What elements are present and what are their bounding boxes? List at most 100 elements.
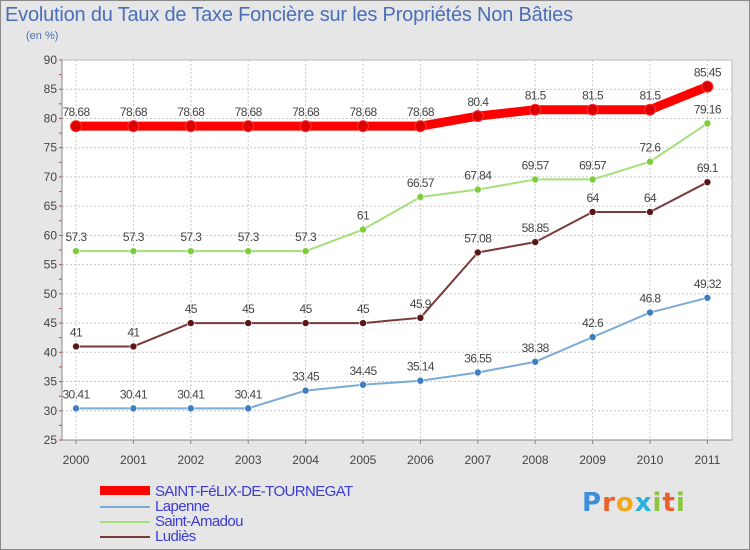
data-point	[72, 247, 80, 255]
data-label: 79.16	[694, 102, 722, 116]
y-tick-label: 70	[44, 170, 58, 184]
data-label: 45	[242, 302, 255, 316]
data-label: 57.08	[464, 231, 492, 245]
data-label: 57.3	[123, 230, 145, 244]
data-label: 41	[70, 325, 83, 339]
data-label: 81.5	[525, 89, 547, 103]
data-point	[242, 120, 255, 133]
data-label: 78.68	[235, 105, 263, 119]
x-tick-label: 2001	[120, 453, 147, 467]
x-tick-label: 2002	[177, 453, 204, 467]
x-tick-label: 2011	[694, 453, 720, 467]
data-label: 34.45	[349, 364, 377, 378]
data-label: 58.85	[522, 221, 550, 235]
x-tick-label: 2004	[292, 453, 319, 467]
data-label: 69.1	[697, 161, 719, 175]
x-tick-label: 2006	[407, 453, 434, 467]
data-point	[644, 103, 656, 116]
data-point	[184, 120, 197, 133]
legend-swatch-lapenne	[100, 506, 150, 508]
data-label: 30.41	[120, 387, 148, 401]
data-point	[359, 380, 367, 389]
legend-label-lapenne: Lapenne	[155, 498, 210, 515]
y-tick-label: 80	[44, 111, 58, 125]
data-point	[357, 120, 369, 133]
data-point	[416, 314, 425, 322]
data-label: 45.9	[410, 297, 432, 311]
data-point	[473, 368, 482, 377]
x-tick-label: 2005	[350, 453, 377, 467]
data-label: 41	[127, 325, 140, 339]
data-label: 30.41	[62, 387, 90, 401]
data-point	[187, 404, 195, 413]
logo-letter: x	[634, 488, 653, 518]
data-label: 80.4	[467, 95, 489, 109]
data-label: 69.57	[579, 158, 607, 172]
data-label: 78.68	[407, 105, 435, 119]
x-tick-label: 2000	[63, 453, 90, 467]
logo-letter: i	[652, 488, 663, 518]
data-point	[588, 333, 597, 341]
data-point	[244, 404, 252, 413]
series-line-0	[71, 82, 712, 131]
data-label: 57.3	[238, 230, 260, 244]
data-point	[703, 294, 712, 302]
data-point	[588, 175, 597, 184]
data-label: 69.57	[522, 158, 550, 172]
data-label: 78.68	[177, 105, 205, 119]
data-point	[703, 119, 712, 128]
data-point	[72, 342, 80, 351]
data-point	[646, 157, 654, 166]
data-point	[359, 225, 367, 234]
x-tick-label: 2003	[235, 453, 262, 467]
y-tick-label: 75	[44, 141, 58, 155]
series-line-1	[75, 296, 709, 410]
data-point	[531, 238, 540, 246]
data-label: 45	[185, 302, 198, 316]
data-point	[244, 319, 252, 327]
x-tick-label: 2007	[464, 453, 491, 467]
chart-title: Evolution du Taux de Taxe Foncière sur l…	[5, 4, 573, 26]
data-label: 57.3	[295, 230, 317, 244]
data-label: 61	[357, 209, 370, 223]
legend-label-saint-amadou: Saint-Amadou	[155, 513, 243, 530]
data-point	[72, 404, 80, 413]
data-point	[129, 342, 138, 351]
data-point	[301, 247, 310, 255]
data-point	[414, 120, 427, 133]
y-tick-label: 35	[44, 375, 58, 389]
data-label: 45	[357, 302, 370, 316]
data-label: 57.3	[180, 230, 202, 244]
data-point	[529, 103, 542, 116]
data-point	[244, 247, 252, 255]
data-label: 38.38	[522, 341, 550, 355]
y-tick-label: 45	[44, 316, 58, 330]
data-label: 78.68	[292, 105, 320, 119]
x-tick-label: 2009	[579, 453, 606, 467]
data-point	[187, 319, 195, 327]
data-point	[301, 386, 310, 395]
legend-label-ludies: Ludiès	[155, 528, 196, 545]
data-label: 49.32	[694, 277, 722, 291]
data-label: 81.5	[640, 89, 662, 103]
data-point	[473, 248, 482, 257]
data-point	[586, 103, 599, 116]
y-tick-label: 50	[44, 287, 58, 301]
data-label: 42.6	[582, 316, 604, 330]
logo-letter: P	[582, 488, 603, 518]
y-tick-label: 65	[44, 199, 58, 213]
data-label: 78.68	[120, 105, 148, 119]
data-point	[127, 120, 140, 133]
legend-swatch-ludies	[100, 536, 150, 538]
x-tick-label: 2010	[637, 453, 664, 467]
data-label: 85.45	[694, 66, 722, 80]
data-label: 66.57	[407, 176, 435, 190]
data-label: 72.6	[640, 141, 662, 155]
data-label: 45	[300, 302, 313, 316]
data-point	[70, 120, 82, 133]
data-point	[646, 308, 654, 317]
data-label: 81.5	[582, 89, 604, 103]
data-point	[588, 208, 597, 216]
data-label: 30.41	[235, 387, 263, 401]
